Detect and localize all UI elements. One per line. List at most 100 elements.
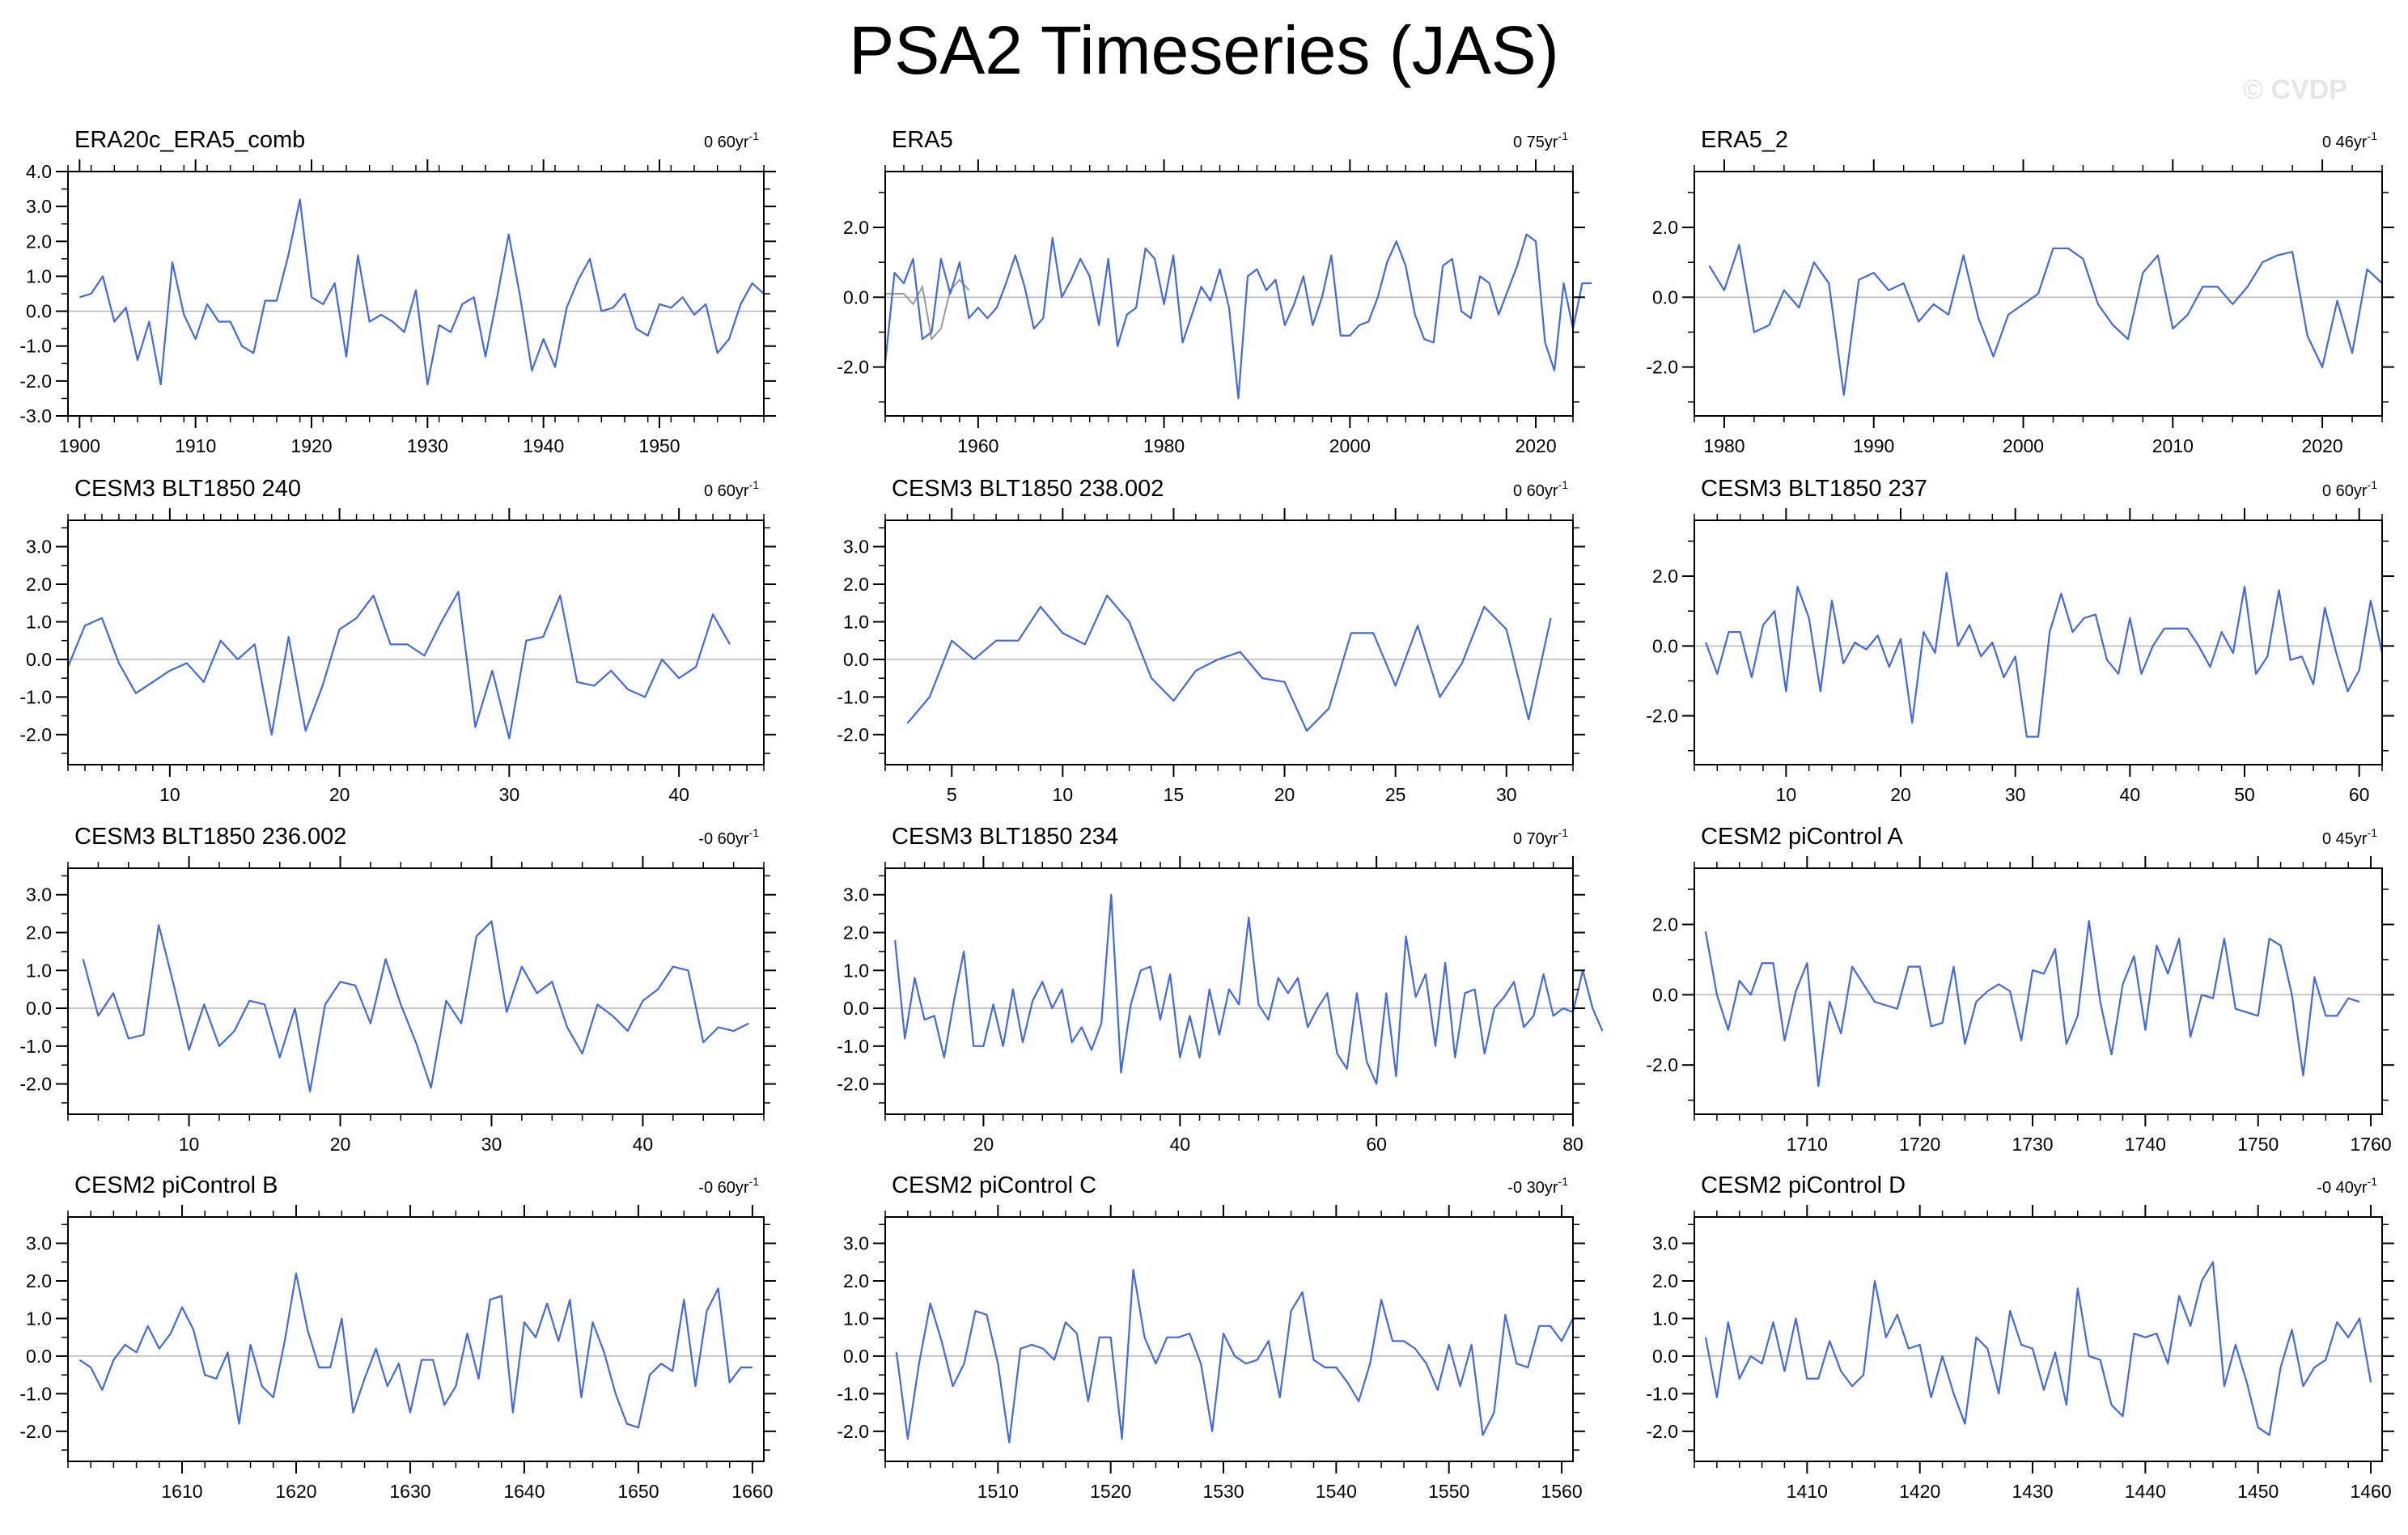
trend-superscript: -1 xyxy=(749,129,760,142)
y-tick-label: 3.0 xyxy=(843,884,869,905)
trend-superscript: -1 xyxy=(749,826,760,839)
y-tick-label: -2.0 xyxy=(1646,1054,1678,1075)
series-line xyxy=(1705,571,2384,738)
x-tick-label: 60 xyxy=(1366,1134,1387,1155)
trend-value: 0 60yr xyxy=(704,134,749,151)
y-tick-label: 3.0 xyxy=(843,536,869,558)
trend-label: -0 30yr-1 xyxy=(1507,1175,1568,1197)
x-tick-label: 1630 xyxy=(389,1481,430,1502)
x-tick-label: 1640 xyxy=(503,1481,545,1502)
y-tick-label: -2.0 xyxy=(837,724,869,745)
x-tick-label: 1440 xyxy=(2125,1481,2166,1502)
x-tick-label: 1410 xyxy=(1787,1481,1828,1502)
y-tick-label: -2.0 xyxy=(837,357,869,378)
x-tick-label: 1650 xyxy=(617,1481,659,1502)
x-tick-label: 1610 xyxy=(161,1481,202,1502)
trend-label: 0 46yr-1 xyxy=(2322,129,2377,151)
x-tick-label: 20 xyxy=(329,784,350,805)
y-tick-label: -3.0 xyxy=(19,405,52,426)
trend-label: 0 60yr-1 xyxy=(704,129,759,151)
x-tick-label: 10 xyxy=(179,1134,200,1155)
trend-value: 0 60yr xyxy=(704,482,749,500)
panel-title: CESM3 BLT1850 237 xyxy=(1701,476,1927,502)
series-line xyxy=(884,233,1592,400)
series-line xyxy=(78,1272,752,1429)
trend-label: 0 45yr-1 xyxy=(2322,826,2377,848)
chart-panel-9: 1710 1720 1730 1740 1750 1760 -2.0 0.0 2.0 CESM2 … xyxy=(1646,824,2394,1155)
overlay-series-line xyxy=(885,278,970,341)
y-tick-label: 1.0 xyxy=(1652,1308,1678,1329)
trend-superscript: -1 xyxy=(1558,129,1569,142)
chart-panel-11: 1510 1520 1530 1540 1550 1560 -2.0 -1.0 0.0 1.0 2.… xyxy=(837,1172,1585,1502)
chart-panel-3: 1980 1990 2000 2010 2020 -2.0 0.0 2.0 ERA5_2 0 46… xyxy=(1646,127,2394,456)
trend-label: -0 40yr-1 xyxy=(2317,1175,2377,1197)
y-tick-label: 1.0 xyxy=(26,1308,52,1329)
x-tick-label: 1720 xyxy=(1899,1134,1940,1155)
series-line xyxy=(1704,920,2360,1088)
x-tick-label: 1950 xyxy=(638,435,680,456)
y-tick-label: 2.0 xyxy=(1652,217,1678,238)
plot-frame xyxy=(67,867,765,1115)
y-tick-label: -1.0 xyxy=(19,336,52,357)
x-tick-label: 1530 xyxy=(1202,1481,1244,1502)
trend-label: 0 70yr-1 xyxy=(1513,826,1568,848)
y-tick-label: -1.0 xyxy=(19,1036,52,1057)
trend-superscript: -1 xyxy=(2368,478,2378,491)
y-tick-label: 2.0 xyxy=(26,1270,52,1291)
panel-title: CESM3 BLT1850 234 xyxy=(892,824,1118,850)
y-tick-label: 0.0 xyxy=(26,301,52,322)
chart-panel-8: 20 40 60 80 -2.0 -1.0 0.0 1.0 2.0 3.0 CESM3 BLT185… xyxy=(837,824,1604,1155)
trend-superscript: -1 xyxy=(1558,478,1569,491)
series-line xyxy=(66,591,731,740)
trend-label: 0 60yr-1 xyxy=(1513,478,1568,500)
plot-frame xyxy=(884,867,1574,1115)
y-tick-label: -2.0 xyxy=(1646,357,1678,378)
x-tick-label: 40 xyxy=(2120,784,2141,805)
x-tick-label: 40 xyxy=(633,1134,654,1155)
trend-label: -0 60yr-1 xyxy=(698,1175,759,1197)
x-tick-label: 30 xyxy=(499,784,520,805)
panel-title: CESM2 piControl B xyxy=(74,1172,278,1198)
x-tick-label: 25 xyxy=(1385,784,1406,805)
y-tick-label: -2.0 xyxy=(1646,1421,1678,1442)
x-tick-label: 1910 xyxy=(175,435,216,456)
cvdp-watermark: © CVDP xyxy=(2243,74,2347,105)
trend-superscript: -1 xyxy=(749,478,760,491)
x-tick-label: 1740 xyxy=(2125,1134,2166,1155)
panel-title: ERA5_2 xyxy=(1701,127,1788,153)
trend-value: 0 46yr xyxy=(2322,134,2368,151)
y-tick-label: 2.0 xyxy=(1652,1270,1678,1291)
y-tick-label: -2.0 xyxy=(837,1074,869,1095)
x-tick-label: 30 xyxy=(2005,784,2026,805)
y-tick-label: 0.0 xyxy=(1652,635,1678,656)
chart-panel-7: 10 20 30 40 -2.0 -1.0 0.0 1.0 2.0 3.0 CESM3 BLT185… xyxy=(19,824,776,1155)
y-tick-label: 1.0 xyxy=(26,265,52,286)
panel-title: ERA20c_ERA5_comb xyxy=(74,127,305,153)
y-tick-label: 2.0 xyxy=(26,231,52,252)
y-tick-label: 2.0 xyxy=(843,217,869,238)
x-tick-label: 20 xyxy=(1890,784,1911,805)
trend-superscript: -1 xyxy=(1558,1175,1569,1188)
y-tick-label: 0.0 xyxy=(843,649,869,670)
series-line xyxy=(895,1268,1574,1444)
y-tick-label: 2.0 xyxy=(843,1270,869,1291)
x-tick-label: 1730 xyxy=(2012,1134,2053,1155)
x-tick-label: 1900 xyxy=(59,435,100,456)
y-tick-label: 0.0 xyxy=(843,998,869,1019)
chart-panel-1: 1900 1910 1920 1930 1940 1950 -3.0 -2.0 -1.0 0.0 1… xyxy=(19,127,776,456)
x-tick-label: 1550 xyxy=(1428,1481,1469,1502)
trend-value: 0 75yr xyxy=(1513,134,1558,151)
y-tick-label: 0.0 xyxy=(1652,286,1678,307)
trend-superscript: -1 xyxy=(749,1175,760,1188)
x-tick-label: 2010 xyxy=(2152,435,2194,456)
x-tick-label: 1980 xyxy=(1703,435,1745,456)
x-tick-label: 1940 xyxy=(523,435,564,456)
series-line xyxy=(1704,1261,2372,1436)
plot-frame xyxy=(884,1216,1574,1462)
x-tick-label: 20 xyxy=(330,1134,351,1155)
trend-superscript: -1 xyxy=(1558,826,1569,839)
y-tick-label: 0.0 xyxy=(1652,1346,1678,1367)
chart-panel-10: 1610 1620 1630 1640 1650 1660 -2.0 -1.0 0.0 1.0 2.… xyxy=(19,1172,776,1502)
y-tick-label: -2.0 xyxy=(837,1421,869,1442)
x-tick-label: 1430 xyxy=(2012,1481,2053,1502)
